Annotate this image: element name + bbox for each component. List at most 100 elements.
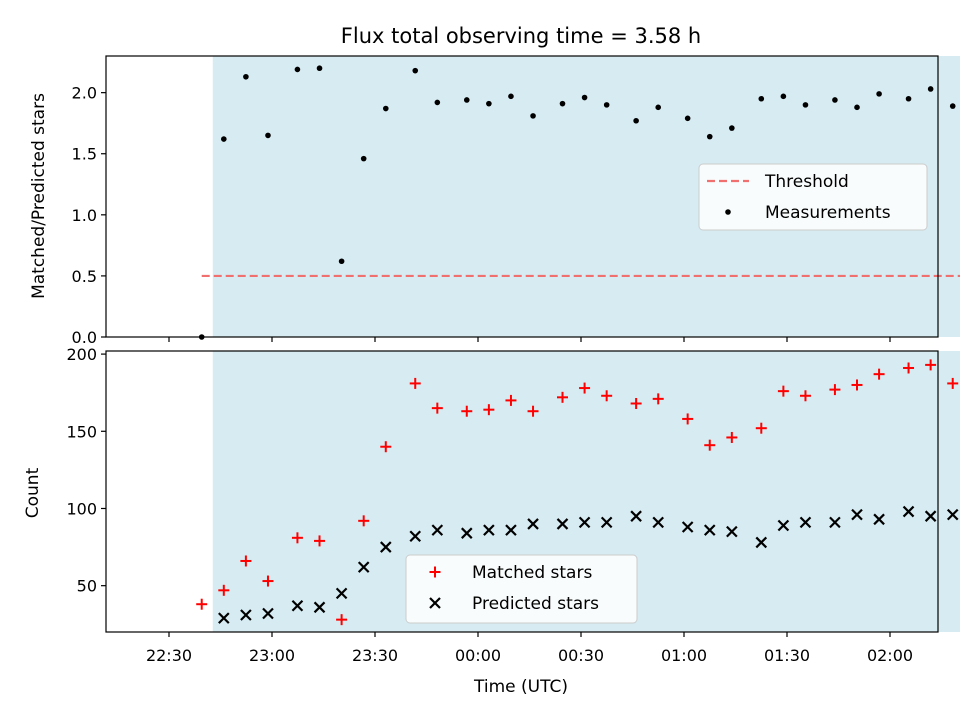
measurements-point (927, 86, 934, 92)
predicted-stars-point (652, 516, 664, 529)
measurements-point (221, 136, 227, 142)
matched-stars-point (630, 397, 642, 409)
measurements-point (294, 66, 301, 73)
predicted-stars-point (873, 513, 885, 526)
matched-stars-point (527, 405, 539, 417)
top-y-tick-label: 1.5 (72, 145, 97, 164)
matched-stars-point (358, 515, 370, 527)
measurements-point (633, 117, 639, 124)
measurements-point (905, 95, 912, 102)
matched-stars-point (314, 535, 326, 547)
measurements-point (265, 132, 271, 139)
x-tick-label: 01:00 (661, 646, 707, 665)
predicted-stars-point (799, 516, 812, 529)
measurements-point (360, 155, 367, 162)
bottom-panel: 50 100 150 200 22:30 23:00 23:30 00:00 00:30 01:0… (66, 345, 960, 665)
predicted-stars-point (461, 527, 473, 539)
matched-stars-point (682, 413, 694, 425)
predicted-stars-point (630, 510, 642, 522)
matched-stars-point (579, 382, 591, 394)
x-tick-label: 22:30 (146, 646, 192, 665)
predicted-stars-point (946, 508, 959, 521)
predicted-stars-point (556, 518, 569, 530)
predicted-stars-point (924, 510, 937, 522)
measurements-point (530, 113, 536, 119)
top-y-tick-label: 2.0 (72, 84, 97, 103)
matched-stars-point (240, 555, 252, 567)
measurements-point (463, 97, 470, 103)
legend-label: Measurements (765, 203, 891, 223)
legend-measurements-swatch (725, 209, 731, 215)
legend-box (405, 554, 638, 624)
matched-stars-point (409, 377, 421, 389)
measurements-point (316, 65, 323, 72)
predicted-stars-point (291, 599, 304, 612)
matched-stars-point (505, 394, 517, 406)
matched-stars-point (262, 575, 274, 587)
predicted-stars-point (851, 508, 863, 521)
predicted-stars-point (335, 587, 348, 600)
legend-box (698, 163, 928, 231)
predicted-stars-point (527, 518, 539, 530)
matched-stars-point (601, 390, 613, 402)
predicted-stars-point (409, 530, 422, 543)
predicted-stars-point (262, 607, 274, 620)
legend-predicted-swatch (429, 597, 441, 609)
matched-stars-point (196, 598, 208, 610)
matched-stars-point (431, 402, 443, 414)
measurements-point (603, 102, 610, 108)
top-panel: 0.0 0.5 1.0 1.5 2.0 Threshold Measurements (72, 55, 960, 347)
measurements-point (758, 95, 765, 102)
predicted-stars-point (483, 524, 495, 536)
top-y-tick-label: 0.0 (72, 328, 97, 347)
matched-stars-point (777, 385, 789, 397)
predicted-stars-point (431, 524, 444, 536)
x-tick-label: 02:00 (867, 646, 913, 665)
measurements-point (876, 91, 882, 97)
x-axis-label: Time (UTC) (473, 677, 568, 697)
matched-stars-point (556, 391, 568, 403)
predicted-stars-point (681, 521, 694, 533)
x-tick-label: 00:30 (558, 646, 604, 665)
predicted-stars-point (357, 561, 370, 573)
measurements-point (338, 258, 345, 265)
x-tick-label: 23:30 (352, 646, 398, 665)
x-tick-label: 23:00 (249, 646, 295, 665)
top-legend: Threshold Measurements (698, 163, 928, 231)
top-y-tick-label: 0.5 (72, 267, 97, 286)
predicted-stars-point (902, 505, 915, 518)
predicted-stars-point (755, 536, 768, 549)
matched-stars-point (726, 431, 738, 443)
matched-stars-point (947, 377, 959, 389)
x-tick-label: 01:30 (764, 646, 810, 665)
matched-stars-point (291, 532, 303, 544)
legend-label: Threshold (764, 172, 849, 192)
x-tick-label: 00:00 (455, 646, 501, 665)
measurements-point (581, 94, 588, 101)
predicted-stars-point (240, 609, 252, 621)
bottom-y-tick-label: 50 (77, 577, 97, 596)
legend-label: Matched stars (472, 563, 592, 583)
predicted-stars-point (777, 519, 790, 532)
legend-label: Predicted stars (472, 594, 599, 614)
matched-stars-point (829, 384, 841, 396)
bottom-y-tick-label: 100 (66, 499, 97, 518)
bottom-legend: Matched stars Predicted stars (405, 554, 638, 624)
measurements-point (706, 133, 713, 140)
measurements-point (729, 125, 735, 131)
measurements-point (486, 100, 492, 107)
matched-stars-point (380, 441, 392, 453)
matched-stars-point (483, 404, 495, 416)
measurements-point (684, 115, 691, 122)
measurements-point (559, 100, 566, 107)
matched-stars-point (873, 368, 885, 380)
matched-stars-point (652, 393, 664, 405)
matched-stars-point (218, 584, 230, 596)
bottom-y-tick-label: 200 (66, 345, 97, 364)
measurements-point (780, 93, 787, 100)
measurements-point (802, 102, 809, 108)
top-axes-frame (105, 55, 939, 338)
measurements-point (412, 67, 419, 74)
measurements-point (434, 99, 441, 106)
measurements-point (382, 105, 389, 112)
